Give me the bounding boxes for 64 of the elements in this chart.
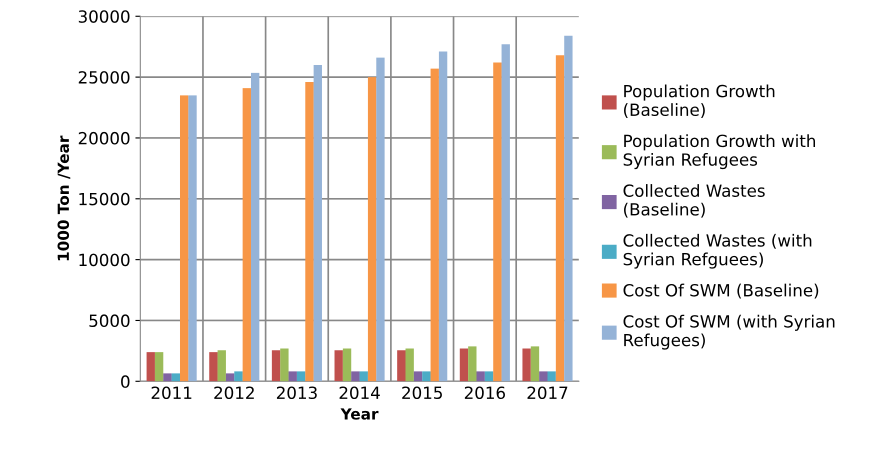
x-tick-label: 2014 [340, 386, 380, 400]
legend-label: Population Growth (Baseline) [624, 84, 774, 118]
bar [250, 72, 260, 382]
bar [376, 58, 385, 382]
bar [564, 36, 573, 382]
bar [406, 348, 414, 382]
bar [280, 348, 289, 382]
x-tick-label: 2017 [528, 386, 568, 400]
y-tick-label: 20000 [78, 132, 130, 145]
bar [226, 373, 234, 382]
bar [351, 371, 360, 382]
x-tick-label: 2012 [214, 386, 254, 400]
x-tick-label: 2011 [152, 386, 192, 400]
bar [539, 371, 548, 382]
bar [209, 352, 218, 382]
bar [468, 346, 477, 382]
bar [342, 348, 352, 382]
x-axis-title: Year [340, 408, 378, 420]
legend-label: Cost Of SWM (with Syrian Refugees) [624, 314, 834, 350]
y-tick-label: 0 [121, 375, 130, 388]
bar [296, 371, 306, 382]
bar [272, 350, 280, 382]
legend-label: Population Growth with Syrian Refugees [624, 134, 816, 170]
bar [288, 371, 297, 382]
bar [430, 68, 439, 382]
y-tick-label: 15000 [79, 192, 130, 206]
bar [163, 373, 172, 382]
bar [422, 371, 431, 382]
legend-label: Collected Wastes (with Syrian Refguees) [624, 234, 812, 269]
x-tick-label: 2016 [464, 386, 506, 400]
bar [314, 64, 322, 382]
bar [242, 88, 251, 382]
x-tick-label: 2013 [276, 386, 317, 400]
bar [368, 77, 376, 382]
bar [556, 55, 564, 382]
y-tick-label: 5000 [89, 314, 130, 328]
bar [476, 371, 485, 382]
y-tick-label: 10000 [79, 254, 130, 266]
y-tick-label: 25000 [78, 71, 130, 84]
bar [172, 373, 180, 382]
legend-label: Cost Of SWM (Baseline) [624, 284, 818, 299]
bar [305, 82, 314, 382]
bar [188, 95, 197, 382]
bar [522, 348, 531, 382]
bar [154, 352, 164, 382]
bar [530, 346, 540, 382]
bar [414, 371, 422, 382]
bar [493, 62, 502, 382]
y-axis-title: 1000 Ton /Year [58, 136, 70, 260]
bar [146, 352, 155, 382]
y-tick-label: 30000 [78, 10, 130, 23]
bar [484, 371, 494, 382]
bar [180, 95, 188, 382]
x-tick-label: 2015 [402, 386, 442, 400]
bar [438, 52, 448, 382]
legend-label: Collected Wastes (Baseline) [624, 184, 765, 218]
bar [397, 350, 406, 382]
bar [502, 44, 510, 382]
bar [218, 350, 226, 382]
bar [360, 371, 368, 382]
bar [548, 371, 556, 382]
bar [334, 350, 343, 382]
bar [234, 371, 243, 382]
bar [460, 348, 468, 382]
